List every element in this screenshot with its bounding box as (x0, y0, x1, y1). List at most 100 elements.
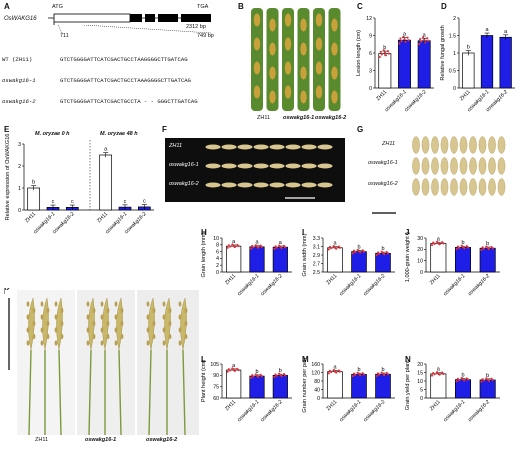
lesion (300, 66, 307, 80)
significance-letter: b (461, 372, 464, 378)
data-dot (362, 373, 366, 376)
grain (221, 182, 237, 188)
spikelet (146, 314, 150, 320)
significance-letter: a (485, 27, 489, 33)
y-axis-label: Lesion length (cm) (356, 30, 362, 76)
seq-1: GTCTGGGGATTCATCGACTGCCTAAAGGGGCTTGATCAG (60, 77, 191, 84)
bar (479, 379, 496, 399)
y-tick-label: 3 (18, 142, 21, 148)
grain (269, 144, 285, 150)
spikelet (40, 301, 44, 307)
grain (488, 136, 496, 154)
x-tick-label: ZH11 (459, 89, 472, 102)
grain (450, 157, 458, 175)
spikelet (54, 314, 58, 320)
spikelet (106, 320, 110, 327)
y-axis-label: Grain yield per plant (g) (405, 358, 411, 410)
significance-letter: a (504, 29, 508, 35)
data-dot (398, 42, 401, 45)
exon-3 (145, 14, 155, 22)
spikelet (114, 340, 118, 346)
data-dot (423, 38, 426, 42)
data-dot (327, 248, 330, 251)
spikelet (114, 301, 118, 307)
bar (226, 369, 242, 399)
grain (237, 163, 253, 169)
data-dot (252, 375, 255, 378)
y-tick-label: 1.5 (449, 33, 456, 39)
data-dot (280, 375, 283, 378)
grain (431, 178, 439, 196)
y-tick-label: 0 (317, 396, 320, 402)
y-tick-label: 0 (420, 270, 423, 276)
data-dot (233, 245, 236, 249)
spikelet (120, 333, 124, 340)
data-dot (226, 246, 229, 249)
lesion (331, 66, 338, 80)
data-dot (487, 379, 491, 382)
plant-label-2: oswakg16-2 (146, 437, 178, 443)
data-dot (403, 38, 406, 41)
spikelet (40, 314, 44, 320)
data-dot (442, 242, 445, 245)
data-dot (387, 52, 390, 55)
lesion (315, 13, 323, 27)
lesion (300, 42, 307, 56)
pos-left: 711 (60, 33, 69, 39)
grain (285, 182, 301, 188)
spikelet (114, 327, 118, 333)
grain-f-label-2: oswakg16-2 (169, 181, 199, 187)
data-dot (422, 36, 425, 39)
y-tick-label: 8 (216, 243, 219, 249)
y-tick-label: 10 (417, 258, 423, 264)
bar (417, 40, 431, 89)
data-dot (480, 248, 483, 251)
spikelet (86, 301, 90, 307)
seq-name-wt: WT (ZH11) (2, 56, 33, 63)
bar (375, 373, 391, 399)
y-tick-label: 105 (210, 362, 219, 368)
y-tick-label: 20 (417, 247, 423, 253)
grain (440, 157, 449, 175)
x-tick-label: oswakg16-2 (260, 399, 284, 423)
data-dot (330, 370, 333, 374)
spikelet (86, 340, 90, 346)
grain (478, 136, 487, 154)
spikelet (168, 320, 172, 327)
spikelet (114, 314, 118, 320)
grain (221, 144, 237, 150)
bar (398, 39, 411, 89)
data-dot (327, 372, 330, 375)
grain (412, 136, 420, 154)
data-dot (335, 371, 338, 374)
plant-label-wt: ZH11 (35, 437, 49, 443)
bar (455, 247, 471, 273)
spikelet (40, 340, 44, 346)
grain (421, 178, 430, 196)
data-dot (284, 374, 287, 377)
data-dot (383, 253, 386, 256)
spikelet (86, 327, 90, 333)
data-dot (419, 37, 422, 41)
grain (450, 178, 458, 196)
spikelet (152, 307, 156, 314)
spikelet (184, 307, 188, 314)
grain (285, 144, 301, 150)
panel-label-e: E (4, 125, 10, 134)
significance-letter: a (437, 236, 441, 242)
exon-5 (181, 14, 211, 22)
data-dot (359, 374, 362, 377)
data-dot (273, 375, 276, 379)
data-dot (455, 247, 458, 251)
x-tick-label: oswakg16-2 (467, 273, 491, 297)
y-tick-label: 90 (213, 373, 219, 379)
data-dot (406, 36, 409, 39)
data-dot (260, 245, 263, 248)
spikelet (100, 340, 104, 346)
x-tick-label: oswakg16-1 (338, 399, 362, 423)
data-dot (249, 247, 253, 250)
grain-g-label-wt: ZH11 (382, 141, 396, 147)
seq-wt: GTCTGGGGATTCATCGACTGCCTAAGGGGCTTGATCAG (60, 56, 188, 63)
grain (469, 178, 477, 196)
